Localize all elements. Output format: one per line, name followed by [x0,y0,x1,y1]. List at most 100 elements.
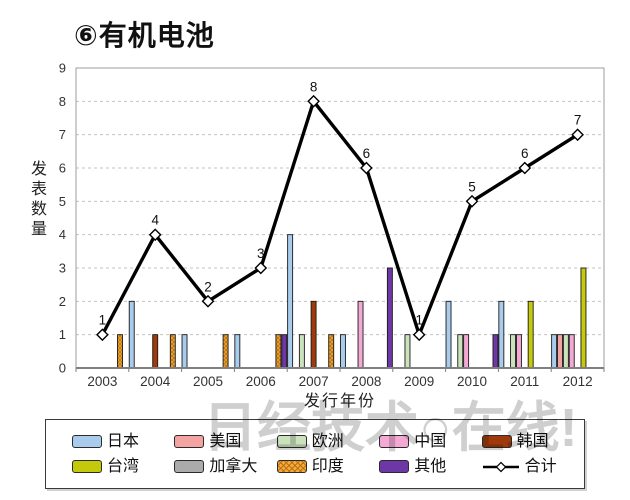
x-tick-label: 2010 [457,374,487,389]
bar-japan-2012 [551,334,558,369]
bar-india-2004 [169,334,176,369]
chart-title: ⑥有机电池 [74,20,215,51]
bar-europe-2007 [298,334,305,369]
x-axis-ticks [75,368,605,372]
y-tick-labels: 0 1 2 3 4 5 6 7 8 9 [59,62,66,376]
legend-label-china: 中国 [414,432,447,450]
y-tick-label: 3 [59,261,66,276]
diamond-marker [412,328,426,342]
diamond-marker [571,128,584,142]
point-label: 1 [415,313,423,328]
x-tick-label: 2008 [351,374,381,389]
legend-swatch-other [379,460,410,473]
legend-item-other: 其他 [379,457,481,475]
x-tick-label: 2007 [299,374,329,389]
legend-label-total: 合计 [524,457,557,475]
legend-item-canada: 加拿大 [174,457,276,475]
bar-japan-2010 [445,300,452,369]
y-tick-label: 7 [59,127,66,142]
legend-item-china: 中国 [379,432,481,450]
legend-item-total: 合计 [482,457,584,475]
x-tick-label: 2003 [87,374,117,389]
x-tick-label: 2004 [140,374,171,389]
x-axis-title: 发行年份 [303,393,376,410]
legend-label-india: 印度 [311,457,344,475]
legend-item-korea: 韩国 [481,432,584,450]
legend-label-other: 其他 [414,457,447,475]
bar-europe-2010 [457,334,464,369]
diamond-marker [465,194,479,208]
bar-japan-2008 [339,334,346,369]
total-line [100,99,580,337]
point-label: 7 [574,113,582,128]
legend-swatch-usa [174,435,205,448]
bar-europe-2012 [562,334,569,369]
legend-item-taiwan: 台湾 [72,457,174,475]
diamond-marker [254,261,268,275]
plot-background [76,68,604,368]
bar-japan-2007 [287,234,294,369]
bar-other-2006 [281,334,288,369]
diamond-marker [518,161,532,175]
legend-swatch-india [276,460,307,473]
line-markers: 1 4 2 3 8 6 1 5 6 7 [96,79,584,342]
y-axis-title: 发表数量 [28,160,45,240]
y-tick-label: 1 [59,327,66,342]
legend-swatch-china [379,435,410,448]
legend-label-korea: 韩国 [516,432,549,450]
bar-china-2008 [357,300,364,369]
legend-item-europe: 欧洲 [276,432,379,450]
legend-item-india: 印度 [276,457,379,475]
legend-label-canada: 加拿大 [209,457,258,475]
y-tick-label: 8 [59,94,66,109]
bars-group [117,234,587,369]
diamond-marker [360,161,373,175]
point-label: 5 [468,179,476,194]
bar-india-2003 [117,334,123,369]
bar-japan-2006 [234,334,241,369]
diamond-marker [307,94,320,108]
bar-india-2005 [222,334,229,369]
diamond-marker [148,228,162,242]
y-tick-label: 6 [59,161,66,176]
x-tick-label: 2011 [510,374,539,389]
point-label: 4 [151,213,159,228]
y-tick-label: 0 [59,361,66,376]
legend-swatch-europe [276,435,307,448]
bar-japan-2011 [498,300,505,369]
bar-taiwan-2011 [527,300,534,369]
y-tick-label: 4 [59,227,66,242]
y-tick-label: 2 [59,294,66,309]
x-tick-label: 2006 [246,374,276,389]
legend-swatch-korea [481,435,512,448]
point-label: 6 [521,146,529,161]
bar-taiwan-2012 [580,267,587,369]
legend-diamond [495,461,506,472]
legend: 日本 美国 欧洲 中国 韩国台湾 加拿大 印度 其他 合计 [45,419,585,489]
bar-europe-2009 [404,334,411,369]
bar-japan-2005 [181,334,188,369]
y-tick-label: 5 [59,194,66,209]
point-label: 1 [99,313,107,328]
legend-swatch-canada [174,460,205,473]
x-tick-labels: 2003 2004 2005 2006 2007 2008 2009 2010 2011 2012 [87,374,592,389]
legend-item-usa: 美国 [174,432,276,450]
bar-other-2008 [386,267,393,369]
point-label: 2 [204,279,212,294]
legend-label-usa: 美国 [209,432,242,450]
legend-label-japan: 日本 [107,432,140,450]
x-tick-label: 2012 [563,374,593,389]
diamond-marker [96,328,109,342]
legend-swatch-japan [72,435,102,448]
bar-other-2010 [492,334,499,369]
legend-total-line-swatch [482,461,519,472]
bar-usa-2012 [557,334,563,369]
legend-label-europe: 欧洲 [311,432,344,450]
bar-china-2010 [463,334,470,369]
bar-japan-2004 [128,300,135,369]
bar-china-2011 [515,334,522,369]
bar-korea-2007 [310,300,317,369]
legend-label-taiwan: 台湾 [107,457,140,475]
x-tick-label: 2005 [193,374,223,389]
legend-item-japan: 日本 [72,432,174,450]
